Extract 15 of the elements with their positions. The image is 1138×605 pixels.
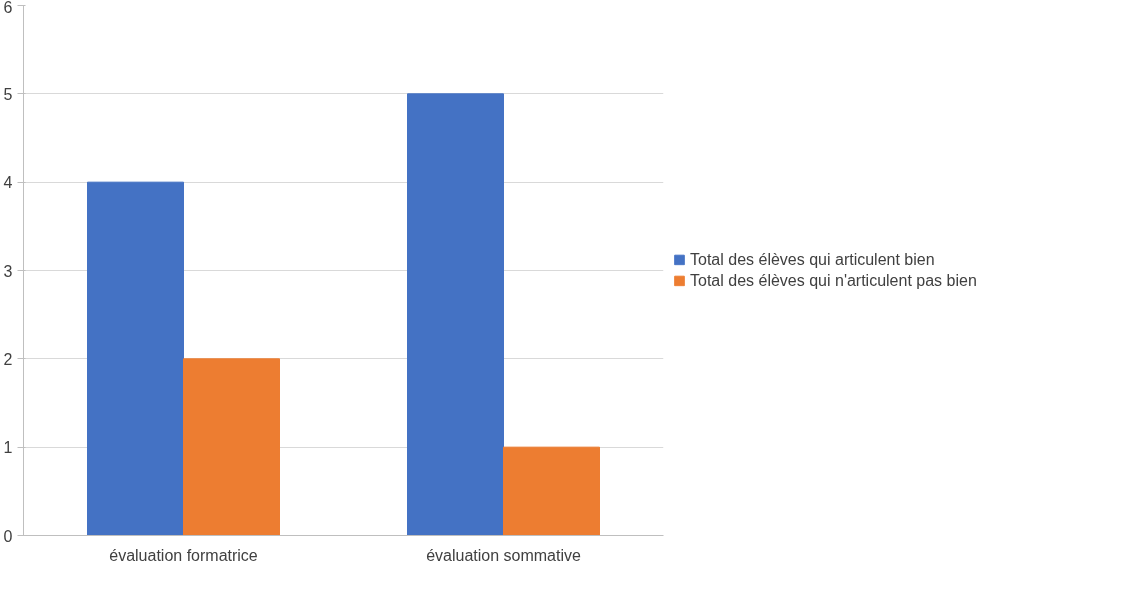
y-tick-label: 4	[3, 174, 13, 192]
bar	[407, 93, 504, 536]
bar	[503, 446, 600, 536]
legend-label: Total des élèves qui articulent bien	[690, 250, 935, 269]
y-tick-label: 6	[3, 0, 13, 16]
bar	[87, 181, 184, 536]
x-tick-label: évaluation formatrice	[109, 546, 258, 564]
legend-label: Total des élèves qui n'articulent pas bien	[690, 271, 977, 290]
y-tick-label: 1	[3, 439, 13, 457]
y-tick-label: 5	[3, 85, 13, 103]
y-tick-label: 0	[3, 527, 13, 545]
bar	[183, 358, 280, 536]
y-tick-label: 3	[3, 262, 13, 280]
y-tick-label: 2	[3, 350, 13, 368]
x-tick-label: évaluation sommative	[426, 546, 581, 564]
